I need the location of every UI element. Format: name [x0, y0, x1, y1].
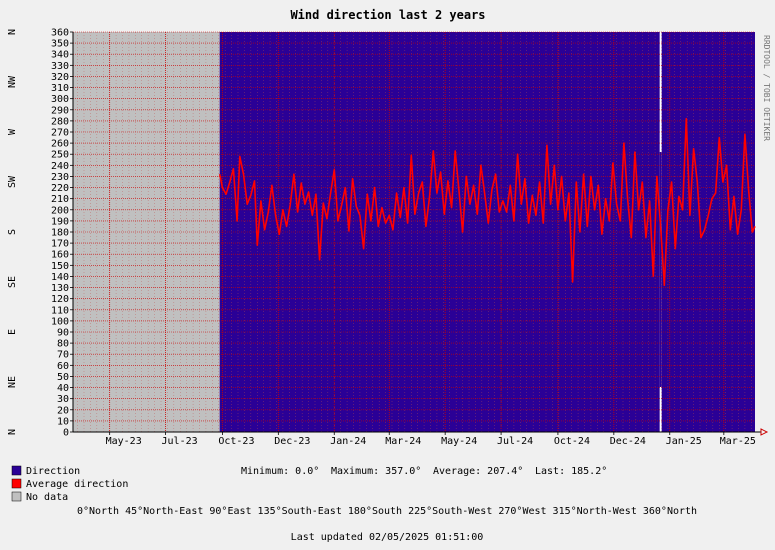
y-tick-label: 20 — [57, 405, 69, 416]
y-tick-label: 310 — [51, 83, 69, 94]
legend-swatch-direction — [11, 465, 22, 476]
y-tick-label: 40 — [57, 383, 69, 394]
y-tick-label: 150 — [51, 261, 69, 272]
y-tick-label: 90 — [57, 328, 69, 339]
y-tick-label: 280 — [51, 116, 69, 127]
y-tick-label: 70 — [57, 350, 69, 361]
x-tick-label: May-24 — [441, 436, 477, 447]
y-tick-label: 220 — [51, 183, 69, 194]
x-tick-label: Jul-23 — [162, 436, 198, 447]
legend-direction: Direction — [26, 466, 80, 477]
y-tick-label: 50 — [57, 372, 69, 383]
y-tick-label: 290 — [51, 105, 69, 116]
x-tick-label: Dec-23 — [274, 436, 310, 447]
compass-label: W — [7, 128, 18, 135]
y-tick-label: 10 — [57, 416, 69, 427]
y-tick-label: 130 — [51, 283, 69, 294]
x-tick-label: Oct-24 — [554, 436, 590, 447]
y-tick-label: 80 — [57, 339, 69, 350]
y-tick-label: 170 — [51, 239, 69, 250]
x-tick-label: May-23 — [106, 436, 142, 447]
y-tick-label: 250 — [51, 150, 69, 161]
y-tick-label: 270 — [51, 128, 69, 139]
legend-nodata: No data — [26, 492, 68, 503]
legend-swatch-average — [11, 478, 22, 489]
compass-label: NE — [7, 376, 18, 388]
y-tick-label: 360 — [51, 28, 69, 39]
grid — [73, 31, 755, 433]
last-updated: Last updated 02/05/2025 01:51:00 — [291, 532, 484, 543]
y-tick-label: 160 — [51, 250, 69, 261]
x-axis-arrow — [760, 428, 769, 436]
y-tick-label: 100 — [51, 316, 69, 327]
y-tick-label: 190 — [51, 216, 69, 227]
compass-label: NW — [7, 75, 18, 88]
axes: 0102030405060708090100110120130140150160… — [7, 28, 769, 447]
chart-title: Wind direction last 2 years — [290, 8, 485, 22]
compass-label: E — [7, 329, 18, 335]
average-direction-line — [218, 117, 756, 287]
y-tick-label: 30 — [57, 394, 69, 405]
y-tick-label: 60 — [57, 361, 69, 372]
y-tick-label: 120 — [51, 294, 69, 305]
y-tick-label: 260 — [51, 139, 69, 150]
y-tick-label: 330 — [51, 61, 69, 72]
y-tick-label: 340 — [51, 50, 69, 61]
compass-label: SW — [7, 175, 18, 188]
x-tick-label: Oct-23 — [218, 436, 254, 447]
y-tick-label: 230 — [51, 172, 69, 183]
y-tick-label: 300 — [51, 94, 69, 105]
compass-key: 0°North 45°North-East 90°East 135°South-… — [77, 506, 697, 517]
x-tick-label: Jan-24 — [330, 436, 366, 447]
compass-label: S — [7, 229, 18, 235]
y-tick-label: 350 — [51, 39, 69, 50]
y-tick-label: 180 — [51, 228, 69, 239]
y-tick-label: 200 — [51, 205, 69, 216]
y-tick-label: 140 — [51, 272, 69, 283]
y-tick-label: 240 — [51, 161, 69, 172]
stat-minimum: Minimum: 0.0° — [241, 466, 319, 477]
x-tick-label: Jul-24 — [497, 436, 533, 447]
y-tick-label: 0 — [63, 428, 69, 439]
compass-label: N — [7, 429, 18, 435]
stat-average: Average: 207.4° — [433, 466, 523, 477]
y-tick-label: 210 — [51, 194, 69, 205]
y-tick-label: 320 — [51, 72, 69, 83]
x-tick-label: Mar-24 — [385, 436, 421, 447]
series — [218, 117, 756, 287]
legend-average: Average direction — [26, 479, 128, 490]
x-tick-label: Dec-24 — [610, 436, 646, 447]
direction-gap-fill — [659, 152, 662, 387]
stat-last: Last: 185.2° — [535, 466, 607, 477]
x-tick-label: Mar-25 — [720, 436, 756, 447]
x-tick-label: Jan-25 — [666, 436, 702, 447]
rrdtool-credit: RRDTOOL / TOBI OETIKER — [762, 35, 771, 141]
y-tick-label: 110 — [51, 305, 69, 316]
legend-swatch-nodata — [11, 491, 22, 502]
stat-maximum: Maximum: 357.0° — [331, 466, 421, 477]
compass-label: SE — [7, 276, 18, 288]
compass-label: N — [7, 29, 18, 35]
